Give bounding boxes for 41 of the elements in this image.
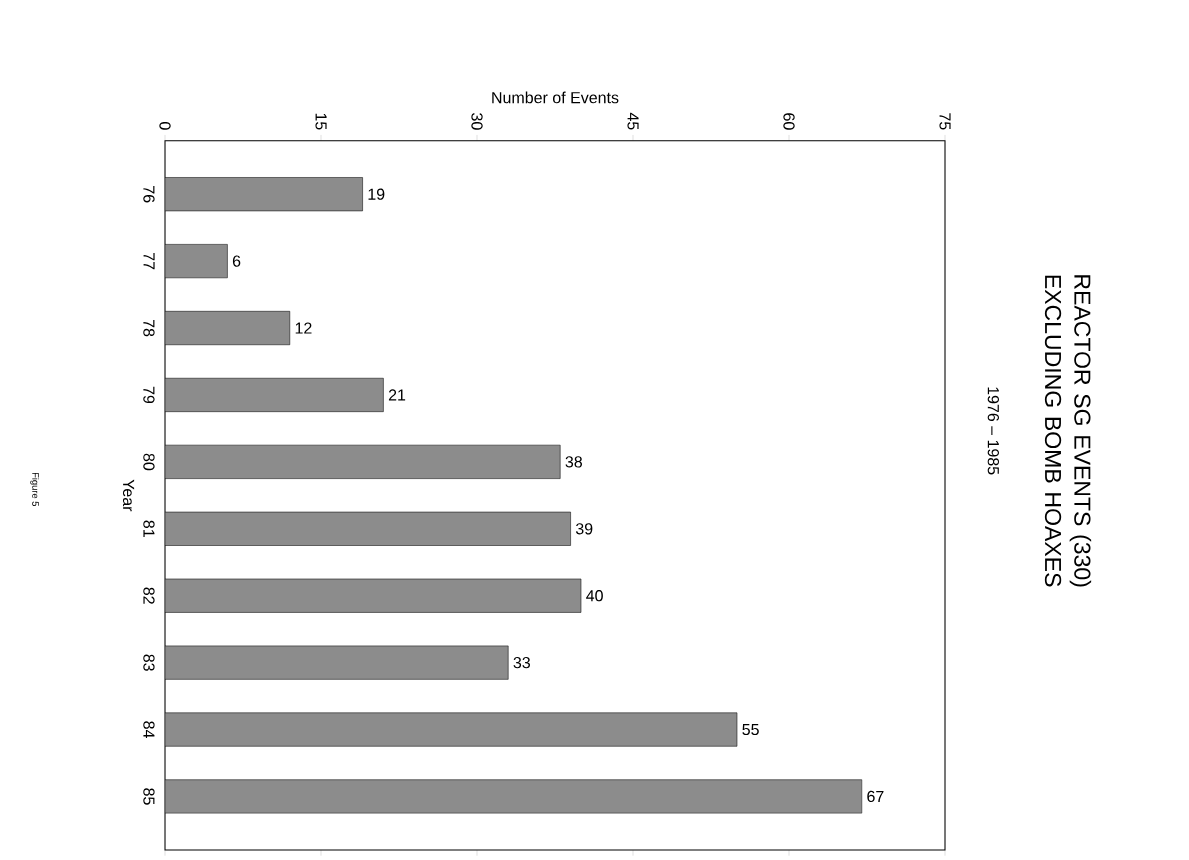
bar [165,645,509,680]
data-label: 38 [565,456,583,468]
bar [165,511,571,546]
data-label: 39 [575,523,593,535]
y-tick-label: 85 [143,788,155,805]
data-label: 33 [513,656,531,669]
y-tick-label: 81 [143,520,155,537]
y-tick-label: 82 [143,587,155,604]
data-label: 21 [388,389,406,401]
x-tick-label: 15 [315,113,327,130]
bar [165,377,384,412]
x-tick-label: 30 [471,113,483,130]
x-tick-label: 45 [627,112,639,130]
bar [165,311,291,346]
y-tick-label: 78 [143,319,155,337]
x-axis-title: Number of Events [492,91,619,104]
data-label: 67 [867,790,884,803]
bar [165,177,363,212]
y-tick-label: 76 [143,186,155,203]
caption: Figure 5 [30,472,40,507]
y-axis-title: Year [122,479,135,512]
bar [165,244,228,279]
y-tick-label: 80 [143,453,155,471]
y-tick-label: 79 [143,386,155,404]
text: 1976 – 1985 [987,387,999,475]
y-tick-label: 83 [143,654,155,671]
data-label: 12 [295,322,312,334]
y-tick-label: 77 [143,253,155,270]
x-tick-label: 60 [783,113,795,130]
data-label: 40 [586,590,603,602]
bar [165,578,582,613]
bar [165,712,738,747]
data-label: 19 [368,188,385,200]
data-label: 6 [232,255,241,267]
data-label: 55 [742,723,759,736]
x-tick-label: 75 [939,113,951,130]
y-tick-label: 84 [143,721,155,738]
text: REACTOR SG EVENTS (330) EXCLUDING BOMB HOAXES [1044,275,1092,587]
bar [165,444,561,479]
bar [165,779,863,814]
x-tick-label: 0 [159,121,171,130]
